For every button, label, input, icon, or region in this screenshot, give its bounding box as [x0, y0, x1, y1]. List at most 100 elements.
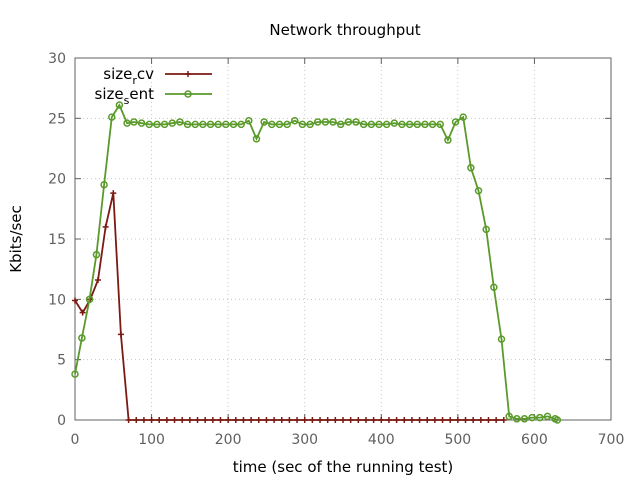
data-point [482, 225, 490, 234]
series-sizercv [72, 190, 507, 423]
data-point [313, 118, 322, 126]
data-point [329, 118, 337, 126]
data-point [405, 120, 414, 129]
y-tick-label: 20 [48, 172, 66, 188]
data-point [536, 413, 544, 422]
data-point [401, 417, 408, 423]
y-tick-label: 10 [48, 292, 66, 308]
data-point [398, 120, 406, 129]
data-point [110, 190, 117, 197]
y-axis-label: Kbits/sec [7, 205, 25, 273]
legend-label-tail: cv [137, 65, 154, 83]
x-tick-label: 400 [368, 432, 395, 448]
data-point [317, 417, 324, 423]
data-point [359, 120, 368, 129]
data-point [344, 118, 353, 126]
data-point [413, 120, 422, 129]
legend-label-sub: r [132, 74, 137, 87]
data-point [263, 417, 270, 423]
x-tick-label: 300 [291, 432, 318, 448]
data-point [108, 113, 116, 121]
data-point [79, 309, 86, 316]
data-point [347, 417, 354, 423]
data-point [78, 334, 86, 342]
legend-label: sizercv [103, 65, 154, 87]
data-point [125, 417, 132, 423]
data-point [444, 136, 452, 144]
y-axis-ticks: 0 5 10 15 20 25 30 [48, 51, 611, 429]
data-point [202, 417, 209, 423]
data-point [163, 417, 170, 423]
data-point [490, 283, 498, 292]
data-point [217, 417, 224, 423]
data-point [160, 120, 169, 129]
y-tick-label: 15 [48, 232, 66, 248]
y-tick-label: 0 [57, 413, 66, 429]
data-point [497, 335, 506, 343]
data-point [477, 417, 484, 423]
x-tick-label: 500 [444, 432, 471, 448]
data-point [206, 120, 215, 129]
legend-label: sizesent [95, 85, 155, 107]
legend-label-main: size [103, 65, 132, 83]
data-point [286, 417, 293, 423]
legend-label-sub: s [124, 94, 130, 107]
chart-title: Network throughput [269, 21, 420, 39]
data-point [194, 417, 201, 423]
data-point [72, 297, 78, 304]
data-point [94, 277, 101, 284]
data-point [85, 295, 94, 304]
data-point [268, 120, 276, 129]
data-point [332, 417, 339, 423]
data-point [271, 417, 278, 423]
series-sizesent [71, 101, 562, 424]
data-point [431, 417, 438, 423]
data-point [232, 417, 239, 423]
series-line [74, 103, 558, 421]
data-point [352, 118, 360, 126]
legend-swatch-marker [184, 90, 192, 98]
data-point [237, 120, 245, 129]
y-tick-label: 25 [48, 111, 66, 127]
data-point [240, 417, 247, 423]
data-point [520, 415, 529, 423]
data-point [301, 417, 308, 423]
data-point [321, 118, 330, 126]
data-point [336, 120, 345, 129]
data-point [255, 417, 262, 423]
data-point [102, 223, 109, 230]
data-point [416, 417, 423, 423]
data-point [214, 120, 222, 129]
x-tick-label: 700 [598, 432, 625, 448]
data-point [505, 412, 513, 421]
data-point [283, 120, 291, 129]
data-point [168, 119, 176, 127]
data-point [421, 120, 429, 129]
data-point [298, 120, 307, 129]
grid-lines [75, 58, 611, 420]
x-axis-label: time (sec of the running test) [233, 458, 454, 476]
data-point [275, 120, 284, 129]
data-point [130, 118, 138, 126]
legend-label-main: size [95, 85, 124, 103]
data-point [306, 120, 314, 129]
data-point [439, 417, 446, 423]
data-point [451, 118, 460, 126]
data-point [117, 331, 124, 338]
series-layer [71, 101, 562, 424]
data-point [123, 119, 131, 127]
data-point [467, 164, 475, 172]
data-point [199, 120, 207, 129]
data-point [459, 113, 467, 121]
data-point [324, 417, 331, 423]
data-point [145, 120, 154, 129]
data-point [513, 415, 521, 423]
data-point [115, 101, 124, 109]
data-point [390, 119, 399, 127]
data-point [294, 417, 301, 423]
data-point [156, 417, 163, 423]
data-point [140, 417, 147, 423]
data-point [553, 416, 562, 424]
